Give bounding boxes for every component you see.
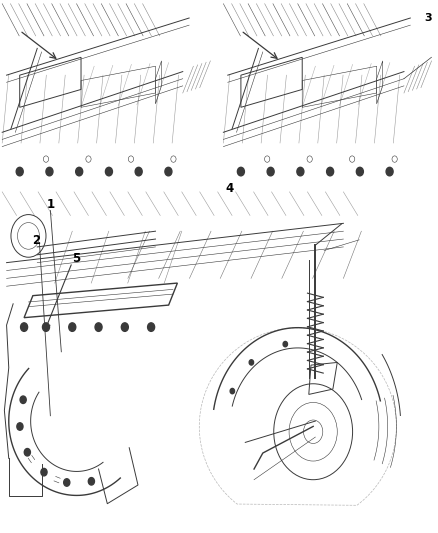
Circle shape xyxy=(41,469,47,476)
Text: 4: 4 xyxy=(226,182,234,195)
Circle shape xyxy=(42,323,49,332)
Circle shape xyxy=(64,479,70,486)
Circle shape xyxy=(297,167,304,176)
Circle shape xyxy=(267,167,274,176)
Circle shape xyxy=(88,478,95,485)
Circle shape xyxy=(46,167,53,176)
Circle shape xyxy=(249,360,254,365)
Text: 5: 5 xyxy=(73,252,81,265)
Circle shape xyxy=(106,167,113,176)
Text: 2: 2 xyxy=(32,235,40,247)
Circle shape xyxy=(20,396,26,403)
Circle shape xyxy=(76,167,83,176)
Circle shape xyxy=(135,167,142,176)
Text: 1: 1 xyxy=(46,198,54,211)
Circle shape xyxy=(283,342,287,347)
Circle shape xyxy=(121,323,128,332)
Text: 3: 3 xyxy=(425,13,432,23)
Circle shape xyxy=(95,323,102,332)
Circle shape xyxy=(24,449,30,456)
Circle shape xyxy=(69,323,76,332)
Circle shape xyxy=(16,167,23,176)
Circle shape xyxy=(165,167,172,176)
Circle shape xyxy=(357,167,364,176)
Circle shape xyxy=(327,167,334,176)
Circle shape xyxy=(17,423,23,430)
Circle shape xyxy=(21,323,28,332)
Circle shape xyxy=(230,389,234,394)
Circle shape xyxy=(148,323,155,332)
Circle shape xyxy=(386,167,393,176)
Circle shape xyxy=(237,167,244,176)
